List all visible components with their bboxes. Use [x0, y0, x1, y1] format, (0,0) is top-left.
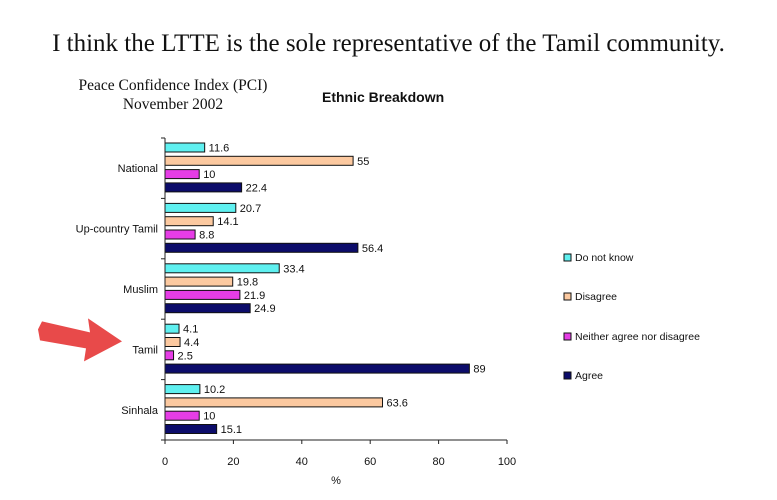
category-label: Tamil — [132, 344, 158, 356]
legend-label: Disagree — [575, 291, 617, 303]
bar — [164, 142, 206, 153]
data-label: 4.1 — [183, 324, 198, 336]
legend-label: Do not know — [575, 252, 634, 264]
data-label: 19.8 — [237, 277, 258, 289]
x-tick-label: 40 — [296, 456, 308, 468]
x-tick-label: 100 — [498, 456, 516, 468]
bars-group: 11.6551022.420.714.18.856.433.419.821.92… — [164, 142, 486, 436]
data-label: 2.5 — [178, 350, 193, 362]
bar — [164, 397, 384, 408]
bar — [164, 263, 280, 274]
data-label: 15.1 — [221, 424, 242, 436]
bar — [164, 289, 241, 300]
data-label: 22.4 — [246, 182, 267, 194]
x-axis-label: % — [331, 475, 341, 487]
legend-label: Neither agree nor disagree — [575, 331, 700, 343]
legend-swatch — [563, 332, 572, 341]
x-tick-label: 0 — [162, 456, 168, 468]
bar — [164, 323, 180, 334]
data-label: 10 — [203, 411, 215, 423]
bar — [164, 424, 218, 434]
legend-swatch — [563, 292, 572, 301]
annotation-arrow — [38, 318, 122, 362]
bar — [164, 350, 175, 361]
bar — [164, 216, 214, 227]
pci-date: November 2002 — [122, 96, 224, 113]
data-label: 11.6 — [209, 143, 230, 155]
data-label: 56.4 — [362, 243, 383, 255]
axes-group: 0 20 40 60 80 100% National Up-country Tamil Mus… — [76, 137, 516, 487]
bar — [164, 242, 359, 253]
x-tick-label: 80 — [432, 456, 444, 468]
bar — [164, 303, 251, 314]
bar — [164, 182, 243, 193]
chart-title: Ethnic Breakdown — [322, 89, 445, 105]
data-label: 33.4 — [283, 263, 304, 275]
pci-title: Peace Confidence Index (PCI) — [78, 77, 268, 94]
legend-swatch — [563, 371, 572, 380]
bar — [164, 155, 354, 166]
bar — [164, 202, 237, 213]
bar — [164, 276, 234, 287]
legend-label: Agree — [575, 370, 603, 382]
bar — [164, 384, 201, 395]
category-label: National — [118, 163, 158, 175]
data-label: 55 — [357, 156, 369, 168]
bar — [164, 410, 200, 421]
data-label: 20.7 — [240, 203, 261, 215]
data-label: 4.4 — [184, 337, 199, 349]
data-label: 8.8 — [199, 230, 214, 242]
category-label: Up-country Tamil — [76, 224, 158, 236]
bar — [164, 363, 470, 374]
pci-block: Peace Confidence Index (PCI) November 20… — [58, 76, 288, 114]
data-label: 10 — [203, 169, 215, 181]
bar — [164, 169, 200, 180]
category-label: Muslim — [123, 284, 158, 296]
x-tick-label: 60 — [364, 456, 376, 468]
bar — [164, 229, 196, 240]
data-label: 24.9 — [254, 303, 275, 315]
data-label: 89 — [473, 364, 485, 376]
headline: I think the LTTE is the sole representat… — [52, 30, 725, 57]
data-label: 21.9 — [244, 290, 265, 302]
data-label: 14.1 — [217, 216, 238, 228]
arrow-shape — [38, 318, 122, 362]
x-tick-label: 20 — [227, 456, 239, 468]
legend: Do not know Disagree Neither agree nor dis… — [563, 252, 700, 382]
data-label: 63.6 — [387, 397, 408, 409]
bar — [164, 337, 181, 347]
data-label: 10.2 — [204, 384, 225, 396]
legend-swatch — [563, 253, 572, 262]
category-label: Sinhala — [121, 405, 159, 417]
